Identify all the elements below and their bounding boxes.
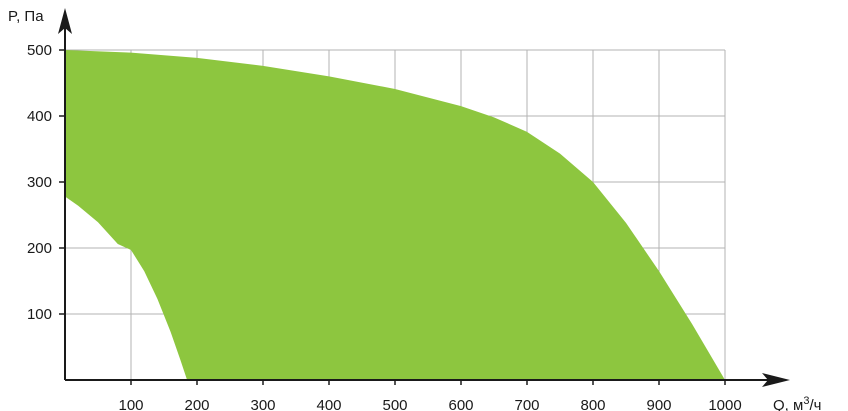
y-tick-label: 200 [27, 240, 52, 257]
x-tick-label: 1000 [708, 397, 741, 411]
y-tick-label: 100 [27, 306, 52, 323]
y-axis-label: P, Па [8, 8, 44, 25]
x-axis-label: Q, м3/ч [773, 395, 821, 411]
operating-range-area [65, 50, 725, 380]
x-axis-label-superscript: 3 [803, 395, 809, 407]
y-axis-arrow-icon [58, 8, 72, 34]
axes [58, 8, 790, 387]
x-tick-label: 500 [382, 397, 407, 411]
y-tick-label: 300 [27, 174, 52, 191]
x-axis-label-main: Q, м [773, 397, 803, 411]
x-tick-labels: 100 200 300 400 500 600 700 800 900 1000 [118, 397, 741, 411]
y-tick-labels: 100 200 300 400 500 [27, 42, 52, 323]
x-tick-label: 600 [448, 397, 473, 411]
x-axis-label-suffix: /ч [809, 397, 821, 411]
x-tick-label: 700 [514, 397, 539, 411]
x-tick-label: 100 [118, 397, 143, 411]
x-axis-arrow-icon [762, 373, 790, 387]
x-tick-label: 800 [580, 397, 605, 411]
x-tick-label: 200 [184, 397, 209, 411]
y-tick-label: 400 [27, 108, 52, 125]
x-tick-label: 300 [250, 397, 275, 411]
y-tick-label: 500 [27, 42, 52, 59]
x-tick-label: 900 [646, 397, 671, 411]
x-tick-label: 400 [316, 397, 341, 411]
